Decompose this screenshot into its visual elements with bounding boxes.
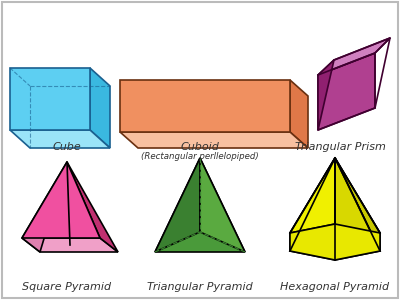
Text: Cuboid: Cuboid bbox=[180, 142, 220, 152]
Polygon shape bbox=[155, 158, 245, 252]
Text: Triangular Prism: Triangular Prism bbox=[294, 142, 386, 152]
Polygon shape bbox=[10, 130, 110, 148]
Polygon shape bbox=[120, 80, 290, 132]
Polygon shape bbox=[318, 60, 334, 130]
Polygon shape bbox=[318, 53, 375, 130]
Text: Square Pyramid: Square Pyramid bbox=[22, 282, 112, 292]
Polygon shape bbox=[318, 38, 390, 75]
Polygon shape bbox=[290, 80, 308, 148]
Text: (Rectangular perllelopiped): (Rectangular perllelopiped) bbox=[141, 152, 259, 161]
Polygon shape bbox=[200, 158, 245, 252]
Polygon shape bbox=[335, 158, 380, 233]
Polygon shape bbox=[22, 162, 67, 252]
Polygon shape bbox=[290, 158, 335, 233]
Polygon shape bbox=[90, 68, 110, 148]
Polygon shape bbox=[120, 132, 308, 148]
Text: Triangular Pyramid: Triangular Pyramid bbox=[147, 282, 253, 292]
Polygon shape bbox=[335, 158, 380, 260]
Polygon shape bbox=[22, 238, 118, 252]
Polygon shape bbox=[67, 162, 118, 252]
Polygon shape bbox=[22, 162, 100, 238]
Polygon shape bbox=[10, 68, 90, 130]
Polygon shape bbox=[290, 224, 380, 260]
Polygon shape bbox=[155, 158, 200, 252]
Polygon shape bbox=[290, 158, 335, 251]
Text: Hexagonal Pyramid: Hexagonal Pyramid bbox=[280, 282, 390, 292]
Polygon shape bbox=[335, 158, 380, 251]
Polygon shape bbox=[290, 158, 335, 260]
Text: Cube: Cube bbox=[53, 142, 81, 152]
